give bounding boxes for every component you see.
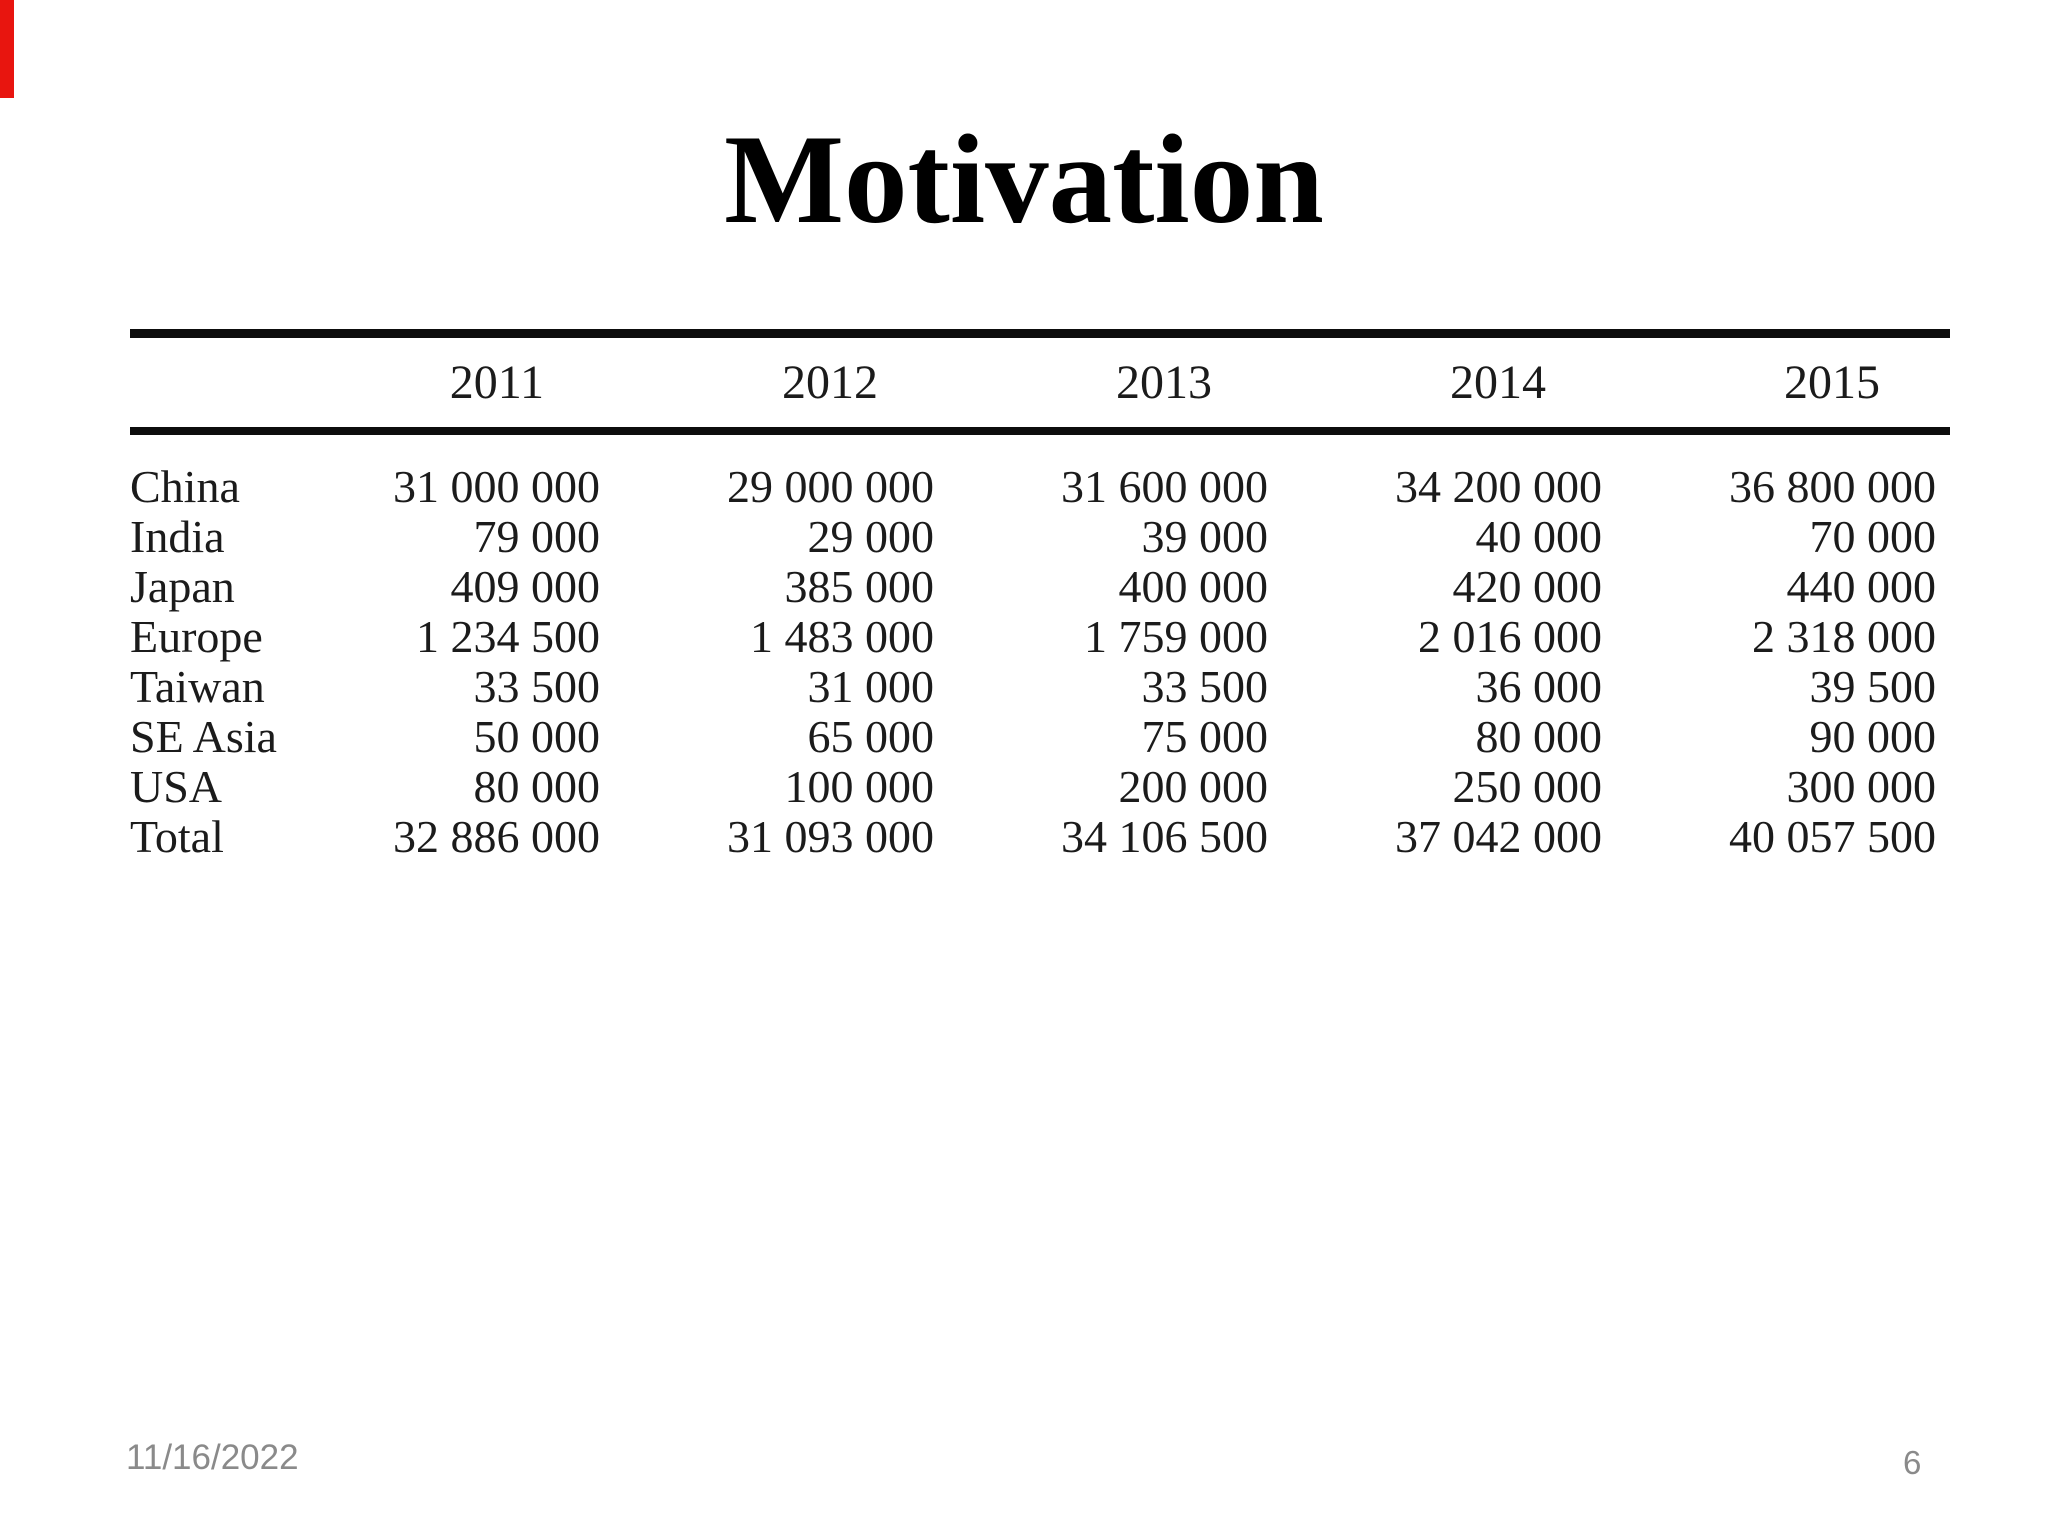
table-cell: 385 000 <box>784 561 935 612</box>
table-row-total: Total 32 886 000 31 093 000 34 106 500 3… <box>130 812 1950 862</box>
table-cell: 31 000 <box>807 661 935 712</box>
table-cell: 40 000 <box>1475 511 1603 562</box>
table-cell: 39 000 <box>1141 511 1269 562</box>
table-cell: 2 318 000 <box>1752 611 1936 662</box>
table-cell: 250 000 <box>1452 761 1603 812</box>
table-cell: 40 057 500 <box>1729 811 1936 862</box>
table-cell: 29 000 000 <box>727 461 934 512</box>
table-cell: 33 500 <box>1141 661 1269 712</box>
table-cell: 33 500 <box>473 661 601 712</box>
table-cell: 400 000 <box>1118 561 1269 612</box>
table-row-usa: USA 80 000 100 000 200 000 250 000 300 0… <box>130 762 1950 812</box>
table-cell: 100 000 <box>784 761 935 812</box>
table-row-se-asia: SE Asia 50 000 65 000 75 000 80 000 90 0… <box>130 712 1950 762</box>
table-row-europe: Europe 1 234 500 1 483 000 1 759 000 2 0… <box>130 612 1950 662</box>
accent-bar <box>0 0 14 98</box>
table-header-cell-2012: 2012 <box>782 355 878 409</box>
table-header-cell-2014: 2014 <box>1450 355 1546 409</box>
table-cell: 1 759 000 <box>1084 611 1268 662</box>
row-label: Europe <box>130 611 263 662</box>
table-cell: 36 000 <box>1475 661 1603 712</box>
table-cell: 70 000 <box>1809 511 1937 562</box>
table-cell: 31 000 000 <box>393 461 600 512</box>
table-cell: 31 600 000 <box>1061 461 1268 512</box>
table-cell: 1 483 000 <box>750 611 934 662</box>
table-cell: 1 234 500 <box>416 611 600 662</box>
slide-date: 11/16/2022 <box>126 1438 299 1477</box>
table-cell: 420 000 <box>1452 561 1603 612</box>
table-cell: 36 800 000 <box>1729 461 1936 512</box>
table-cell: 80 000 <box>1475 711 1603 762</box>
table-cell: 34 200 000 <box>1395 461 1602 512</box>
slide-title: Motivation <box>724 110 1324 250</box>
table-row-japan: Japan 409 000 385 000 400 000 420 000 44… <box>130 562 1950 612</box>
table-cell: 300 000 <box>1786 761 1937 812</box>
table-cell: 80 000 <box>473 761 601 812</box>
row-label: Japan <box>130 561 235 612</box>
table-cell: 31 093 000 <box>727 811 934 862</box>
table-mid-rule <box>130 427 1950 435</box>
table-cell: 2 016 000 <box>1418 611 1602 662</box>
table-header-cell-2015: 2015 <box>1784 355 1880 409</box>
row-label: Total <box>130 811 224 862</box>
table-cell: 32 886 000 <box>393 811 600 862</box>
row-label: USA <box>130 761 223 812</box>
table-cell: 200 000 <box>1118 761 1269 812</box>
row-label: SE Asia <box>130 711 277 762</box>
table-cell: 75 000 <box>1141 711 1269 762</box>
row-label: India <box>130 511 225 562</box>
table-cell: 440 000 <box>1786 561 1937 612</box>
table-cell: 34 106 500 <box>1061 811 1268 862</box>
table-top-rule <box>130 329 1950 338</box>
table-cell: 79 000 <box>473 511 601 562</box>
table-header-cell-2013: 2013 <box>1116 355 1212 409</box>
table-header-cell-2011: 2011 <box>449 355 544 409</box>
slide-page-number: 6 <box>1903 1444 1922 1481</box>
row-label: China <box>130 461 240 512</box>
row-label: Taiwan <box>130 661 265 712</box>
table-cell: 39 500 <box>1809 661 1937 712</box>
table-cell: 409 000 <box>450 561 601 612</box>
table-row-china: China 31 000 000 29 000 000 31 600 000 3… <box>130 462 1950 512</box>
table-row-india: India 79 000 29 000 39 000 40 000 70 000 <box>130 512 1950 562</box>
table-cell: 29 000 <box>807 511 935 562</box>
table-header-row: 2011 2012 2013 2014 2015 <box>130 338 1950 427</box>
table-cell: 65 000 <box>807 711 935 762</box>
table-cell: 90 000 <box>1809 711 1937 762</box>
table-body: China 31 000 000 29 000 000 31 600 000 3… <box>130 435 1950 862</box>
statistics-table: 2011 2012 2013 2014 2015 China 31 000 00… <box>130 329 1950 862</box>
table-cell: 50 000 <box>473 711 601 762</box>
table-row-taiwan: Taiwan 33 500 31 000 33 500 36 000 39 50… <box>130 662 1950 712</box>
table-cell: 37 042 000 <box>1395 811 1602 862</box>
